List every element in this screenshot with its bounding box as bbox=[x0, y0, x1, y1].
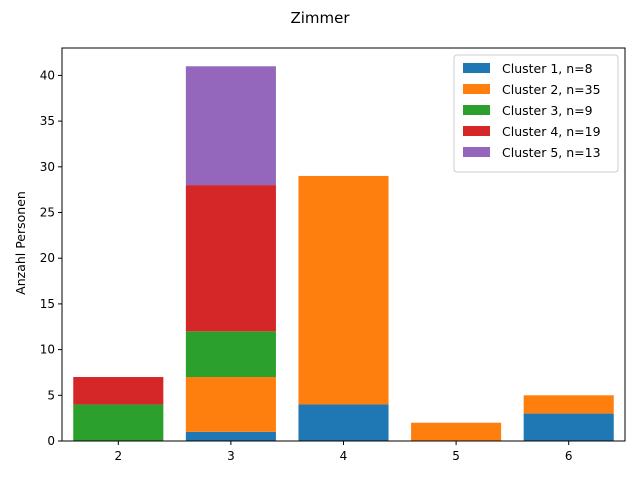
bars-layer bbox=[73, 66, 614, 441]
bar-segment bbox=[73, 377, 164, 405]
bar-segment bbox=[185, 431, 276, 441]
bar-segment bbox=[185, 66, 276, 186]
y-tick-label: 25 bbox=[40, 206, 55, 220]
legend: Cluster 1, n=8 Cluster 2, n=35 Cluster 3, … bbox=[453, 54, 619, 173]
legend-label: Cluster 2, n=35 bbox=[502, 82, 601, 97]
bar-segment bbox=[298, 404, 389, 441]
bar-segment bbox=[73, 404, 164, 441]
x-tick-label: 6 bbox=[565, 449, 573, 463]
y-tick-label: 35 bbox=[40, 114, 55, 128]
x-tick-label: 2 bbox=[114, 449, 122, 463]
y-tick-label: 10 bbox=[40, 343, 55, 357]
legend-label: Cluster 1, n=8 bbox=[502, 61, 593, 76]
bar-segment bbox=[298, 175, 389, 405]
legend-label: Cluster 3, n=9 bbox=[502, 103, 593, 118]
axes-layer: 0 5 10 15 20 25 30 35 40 2 3 4 5 6 bbox=[40, 47, 626, 463]
y-tick-label: 20 bbox=[40, 251, 55, 265]
x-tick-label: 4 bbox=[340, 449, 348, 463]
legend-label: Cluster 4, n=19 bbox=[502, 124, 601, 139]
x-tick-label: 3 bbox=[227, 449, 235, 463]
chart-title: Zimmer bbox=[290, 9, 350, 27]
legend-swatch bbox=[463, 105, 490, 115]
legend-swatch bbox=[463, 147, 490, 157]
bar-segment bbox=[523, 413, 614, 441]
y-axis-label: Anzahl Personen bbox=[13, 191, 28, 295]
legend-label: Cluster 5, n=13 bbox=[502, 145, 601, 160]
x-tick-label: 5 bbox=[452, 449, 460, 463]
bar-segment bbox=[185, 331, 276, 378]
legend-swatch bbox=[463, 126, 490, 136]
y-tick-label: 40 bbox=[40, 68, 55, 82]
bar-segment bbox=[185, 185, 276, 332]
y-tick-label: 5 bbox=[47, 388, 55, 402]
legend-box bbox=[453, 54, 619, 173]
y-tick-label: 30 bbox=[40, 160, 55, 174]
bar-segment bbox=[185, 377, 276, 432]
legend-swatch bbox=[463, 63, 490, 73]
y-tick-label: 0 bbox=[47, 434, 55, 448]
bar-segment bbox=[411, 422, 502, 441]
legend-swatch bbox=[463, 84, 490, 94]
y-tick-label: 15 bbox=[40, 297, 55, 311]
bar-segment bbox=[523, 395, 614, 414]
